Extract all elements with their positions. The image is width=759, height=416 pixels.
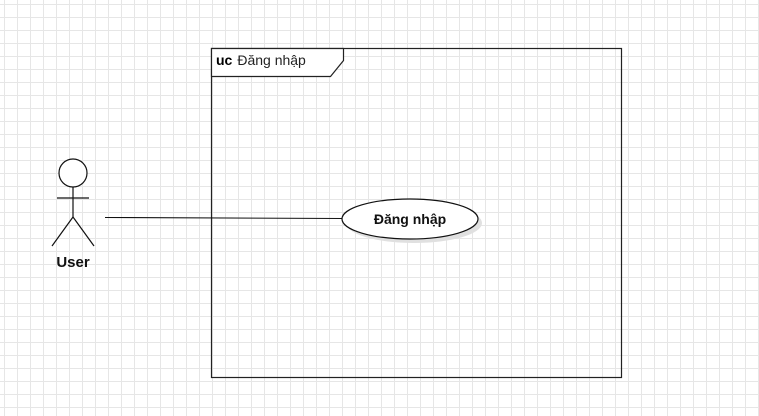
actor-name: User [56, 254, 90, 271]
system-boundary[interactable] [210, 47, 623, 379]
actor-right-leg [72, 216, 95, 247]
frame-title: uc Đăng nhập [216, 52, 306, 68]
frame-name: Đăng nhập [237, 52, 306, 68]
frame-keyword: uc [216, 52, 233, 68]
frame-name-tab [210, 47, 345, 78]
actor-head [58, 158, 88, 188]
use-case-ellipse[interactable] [341, 198, 479, 240]
use-case-name: Đăng nhập [373, 211, 447, 227]
actor-figure[interactable] [51, 158, 95, 247]
actor-left-leg [51, 216, 74, 247]
association-line[interactable] [104, 216, 344, 220]
